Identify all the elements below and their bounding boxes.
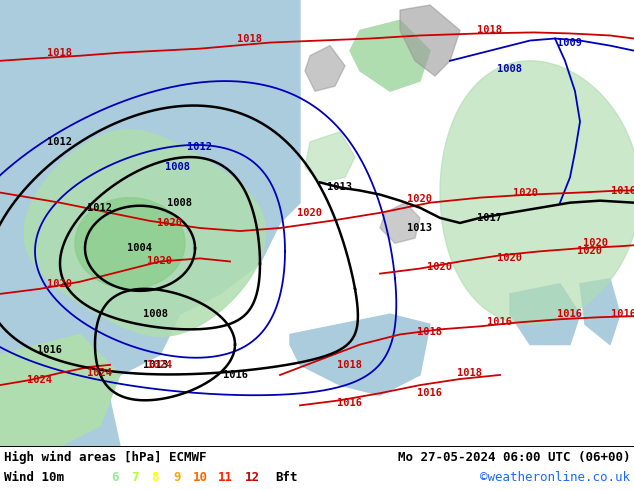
Text: 1016: 1016 xyxy=(557,309,583,319)
Text: 1020: 1020 xyxy=(578,246,602,256)
Text: 8: 8 xyxy=(152,471,158,485)
Text: 1020: 1020 xyxy=(512,188,538,197)
Text: 1016: 1016 xyxy=(418,388,443,398)
Text: 1018: 1018 xyxy=(337,360,363,370)
Text: 1016: 1016 xyxy=(612,309,634,319)
Text: 1008: 1008 xyxy=(167,197,193,208)
Text: 1018: 1018 xyxy=(458,368,482,378)
Polygon shape xyxy=(24,130,266,336)
Text: 1016: 1016 xyxy=(488,317,512,327)
Text: 1020: 1020 xyxy=(427,262,453,271)
Text: 1004: 1004 xyxy=(127,244,153,253)
Text: 1013: 1013 xyxy=(143,360,167,370)
Polygon shape xyxy=(305,46,345,91)
Text: 6: 6 xyxy=(111,471,119,485)
Text: 1016: 1016 xyxy=(37,344,63,355)
Polygon shape xyxy=(0,355,120,446)
Text: 1020: 1020 xyxy=(157,218,183,228)
Text: Mo 27-05-2024 06:00 UTC (06+00): Mo 27-05-2024 06:00 UTC (06+00) xyxy=(398,451,630,465)
Text: 1020: 1020 xyxy=(583,238,607,248)
Text: 11: 11 xyxy=(217,471,233,485)
Text: 1020: 1020 xyxy=(498,253,522,264)
Polygon shape xyxy=(75,197,185,289)
Text: 7: 7 xyxy=(131,471,139,485)
Text: 1012: 1012 xyxy=(188,142,212,152)
Text: 1024: 1024 xyxy=(148,360,172,370)
Text: 1008: 1008 xyxy=(165,162,190,172)
Text: 1012: 1012 xyxy=(48,137,72,147)
Text: 1008: 1008 xyxy=(143,309,167,319)
Polygon shape xyxy=(0,0,300,446)
Text: 1009: 1009 xyxy=(557,38,583,48)
Text: 10: 10 xyxy=(193,471,207,485)
Polygon shape xyxy=(440,61,634,324)
Text: ©weatheronline.co.uk: ©weatheronline.co.uk xyxy=(480,471,630,485)
Text: 1020: 1020 xyxy=(148,256,172,267)
Text: 1018: 1018 xyxy=(238,33,262,44)
Text: 12: 12 xyxy=(245,471,259,485)
Text: 9: 9 xyxy=(173,471,181,485)
Text: 1020: 1020 xyxy=(297,208,323,218)
Text: 1013: 1013 xyxy=(328,182,353,193)
Text: 1020: 1020 xyxy=(408,194,432,204)
Text: Wind 10m: Wind 10m xyxy=(4,471,64,485)
Polygon shape xyxy=(510,284,580,344)
Text: 1024: 1024 xyxy=(87,368,112,378)
Text: 1018: 1018 xyxy=(48,48,72,58)
Text: 1018: 1018 xyxy=(418,327,443,338)
Text: 1016: 1016 xyxy=(223,370,247,380)
Polygon shape xyxy=(305,132,355,182)
Text: 1020: 1020 xyxy=(48,279,72,289)
Text: 1018: 1018 xyxy=(477,25,503,35)
Polygon shape xyxy=(580,279,620,344)
Polygon shape xyxy=(400,5,460,76)
Text: 1012: 1012 xyxy=(87,203,112,213)
Text: 1016: 1016 xyxy=(337,398,363,408)
Text: 1008: 1008 xyxy=(498,64,522,74)
Polygon shape xyxy=(290,314,430,395)
Text: 1013: 1013 xyxy=(408,223,432,233)
Polygon shape xyxy=(350,20,430,91)
Polygon shape xyxy=(0,335,120,446)
Text: Bft: Bft xyxy=(275,471,297,485)
Polygon shape xyxy=(380,203,420,243)
Text: 1017: 1017 xyxy=(477,213,503,223)
Text: 1016: 1016 xyxy=(612,186,634,196)
Text: High wind areas [hPa] ECMWF: High wind areas [hPa] ECMWF xyxy=(4,451,207,465)
Text: 1024: 1024 xyxy=(27,375,53,385)
